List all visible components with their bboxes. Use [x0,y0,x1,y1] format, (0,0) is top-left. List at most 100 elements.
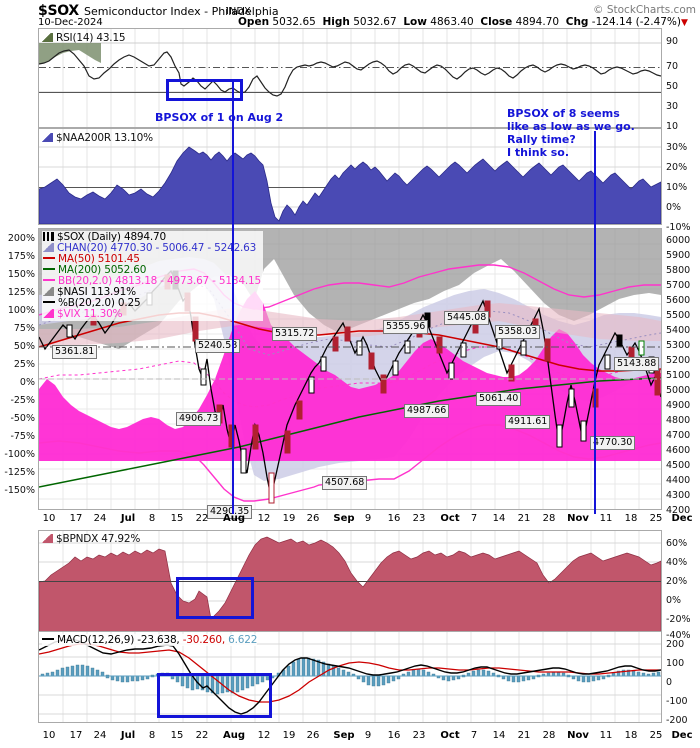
ohlc-quote-bar: Open 5032.65 High 5032.67 Low 4863.40 Cl… [238,16,688,28]
panel-bpndx: $BPNDX 47.92% [38,530,662,635]
xtick-21: 21 [517,513,531,524]
annotation-bpsox-8: BPSOX of 8 seems like as low as we go. R… [507,107,635,159]
macd-value-black: -23.638, [137,634,180,646]
rsi-ytick-50: 50 [666,81,679,92]
price-left-ytick-100: 100% [7,305,35,316]
xtick-26: 26 [306,513,320,524]
xtick-b-9a: 9 [364,730,372,741]
mountain-icon [43,243,54,252]
price-label-5355: 5355.96 [383,320,429,334]
price-right-ytick-5500: 5500 [666,310,691,321]
price-left-ytick-75: 75% [13,323,35,334]
bpndx-ytick-40: 40% [666,557,688,568]
price-left-ytick-n100: -100% [4,449,35,460]
price-label-4507: 4507.68 [322,476,368,490]
panel-macd: MACD(12,26,9) -23.638, -30.260, 6.622 [38,631,662,723]
xtick-22: 22 [195,513,209,524]
price-left-ytick-n50: -50% [10,413,35,424]
price-right-ytick-5200: 5200 [666,355,691,366]
rsi-ytick-70: 70 [666,61,679,72]
legend-pctb-text: %B(20,2.0) 0.25 [58,297,141,309]
chg-value: -124.14 (-2.47%) [591,16,682,28]
xtick-28: 28 [542,513,556,524]
xtick-11: 11 [599,513,613,524]
xtick-b-28: 28 [542,730,556,741]
low-value: 4863.40 [430,16,474,28]
highlight-box-rsi [166,79,243,101]
xtick-b-8: 8 [148,730,156,741]
open-label: Open [238,16,270,28]
price-right-ytick-5000: 5000 [666,385,691,396]
legend-nasi-text: $NASI 113.91% [57,286,136,298]
price-label-4911: 4911.61 [505,415,551,429]
vertical-marker-aug2 [232,79,234,514]
legend-line-ma200: MA(200) 5052.60 [43,264,261,276]
xtick-15: 15 [170,513,184,524]
symbol-index-tag: INDX [226,6,251,17]
annotation-bpsox-8-line3: Rally time? [507,133,576,146]
xtick-10: 10 [42,513,56,524]
mountain-icon [42,133,53,142]
legend-ma200-text: MA(200) 5052.60 [58,264,147,276]
naa200r-plot [39,129,661,224]
panel-rsi: RSI(14) 43.15 [38,28,662,128]
price-left-ytick-n75: -75% [10,431,35,442]
legend-sox-text: $SOX (Daily) 4894.70 [57,231,166,243]
mountain-icon [42,534,53,543]
price-label-5143: 5143.88 [614,357,660,371]
annotation-bpsox-8-line1: BPSOX of 8 seems [507,107,620,120]
legend-line-chan: CHAN(20) 4770.30 - 5006.47 - 5242.63 [43,242,261,254]
xtick-17: 17 [69,513,83,524]
xtick-7: 7 [470,513,478,524]
symbol-ticker: $SOX [38,3,79,19]
price-left-ytick-200: 200% [7,233,35,244]
xtick-dec: Dec [671,513,693,524]
xtick-b-17: 17 [69,730,83,741]
xtick-aug: Aug [222,513,246,524]
price-right-ytick-4900: 4900 [666,400,691,411]
xtick-b-nov: Nov [567,730,589,741]
xtick-16: 16 [387,513,401,524]
macd-ytick-0: 0 [666,677,673,688]
price-left-ytick-25: 25% [13,359,35,370]
highlight-box-macd [157,673,272,718]
low-label: Low [403,16,427,28]
high-label: High [322,16,350,28]
legend-bb-text: BB(20,2.0) 4813.18 - 4973.67 - 5134.15 [58,275,261,287]
bpndx-plot [39,531,661,634]
price-right-ytick-4300: 4300 [666,490,691,501]
price-right-ytick-5600: 5600 [666,295,691,306]
macd-ytick-100: 100 [666,658,685,669]
price-label-4290: 4290.35 [207,505,253,519]
naa200r-ytick-neg10: -10% [666,222,691,233]
naa200r-legend: $NAA200R 13.10% [42,132,153,144]
xtick-b-aug: Aug [222,730,246,741]
xtick-23: 23 [412,513,426,524]
panel-price: $SOX (Daily) 4894.70 CHAN(20) 4770.30 - … [38,228,662,510]
macd-legend-label: MACD(12,26,9) [57,634,135,646]
price-label-5315: 5315.72 [272,327,318,341]
price-label-5361: 5361.81 [52,345,98,359]
bpndx-ytick-n40: -40% [666,630,691,641]
stockcharts-brand: © StockCharts.com [593,4,696,16]
xtick-b-25: 25 [649,730,663,741]
price-right-ytick-4600: 4600 [666,445,691,456]
price-right-ytick-4500: 4500 [666,460,691,471]
price-right-ytick-4200: 4200 [666,505,691,516]
price-label-5061: 5061.40 [476,392,522,406]
bpndx-legend: $BPNDX 47.92% [42,533,140,545]
xtick-b-16: 16 [387,730,401,741]
xtick-b-7: 7 [470,730,478,741]
vertical-marker-nov [594,131,596,514]
price-label-5445: 5445.08 [444,311,490,325]
xtick-9a: 9 [364,513,372,524]
naa200r-ytick-20: 20% [666,162,688,173]
high-value: 5032.67 [353,16,397,28]
xtick-b-19: 19 [282,730,296,741]
xtick-25: 25 [649,513,663,524]
mountain-icon [42,33,53,42]
close-label: Close [480,16,513,28]
price-label-4770: 4770.30 [590,436,636,450]
quote-date: 10-Dec-2024 [38,17,103,28]
xtick-19: 19 [282,513,296,524]
